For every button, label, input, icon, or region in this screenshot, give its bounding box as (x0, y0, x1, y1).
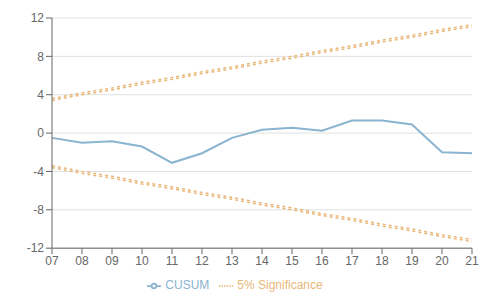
svg-text:-8: -8 (33, 203, 44, 217)
svg-text:18: 18 (375, 254, 389, 268)
svg-text:20: 20 (435, 254, 449, 268)
svg-text:0: 0 (37, 126, 44, 140)
svg-text:07: 07 (45, 254, 59, 268)
svg-text:17: 17 (345, 254, 359, 268)
svg-text:4: 4 (37, 88, 44, 102)
svg-text:08: 08 (75, 254, 89, 268)
svg-text:21: 21 (465, 254, 479, 268)
svg-text:19: 19 (405, 254, 419, 268)
svg-text:15: 15 (285, 254, 299, 268)
svg-text:-4: -4 (33, 165, 44, 179)
svg-text:-12: -12 (27, 241, 45, 255)
svg-text:11: 11 (166, 254, 179, 268)
svg-text:09: 09 (105, 254, 119, 268)
html-text:CUSUM: CUSUM (165, 278, 210, 293)
svg-text:10: 10 (135, 254, 149, 268)
svg-text:16: 16 (315, 254, 329, 268)
svg-text:12: 12 (195, 254, 209, 268)
html-text:5% Significance: 5% Significance (237, 278, 323, 293)
svg-text:12: 12 (31, 11, 45, 25)
svg-text:14: 14 (255, 254, 269, 268)
svg-text:8: 8 (37, 50, 44, 64)
svg-text:13: 13 (225, 254, 239, 268)
